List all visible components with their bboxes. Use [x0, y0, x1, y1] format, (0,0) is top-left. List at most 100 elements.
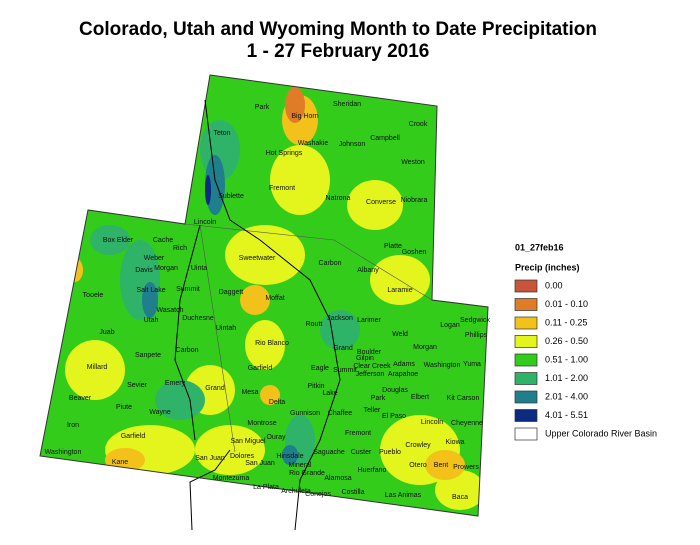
legend-swatch: [514, 409, 538, 422]
county-label: Duchesne: [182, 315, 214, 322]
legend-swatch: [514, 335, 538, 348]
county-label: Gilpin: [356, 355, 374, 362]
county-label: Park: [371, 395, 386, 402]
county-label: Gunnison: [290, 410, 320, 417]
county-label: Huerfano: [358, 467, 387, 474]
county-label: Prowers: [453, 464, 479, 471]
county-label: Routt: [306, 321, 323, 328]
county-label: Costilla: [342, 489, 365, 496]
county-label: Teton: [213, 130, 230, 137]
legend-label: 0.00: [545, 280, 563, 290]
county-label: Teller: [364, 407, 381, 414]
county-label: Logan: [440, 322, 460, 329]
county-label: Chaffee: [328, 410, 352, 417]
county-label: Weston: [401, 159, 425, 166]
legend-label: 0.01 - 0.10: [545, 299, 588, 309]
county-label: Box Elder: [103, 237, 134, 244]
county-label: Summit: [333, 367, 357, 374]
county-label: Davis: [135, 267, 153, 274]
county-label: Mesa: [241, 389, 258, 396]
county-label: La Plata: [253, 484, 279, 491]
county-label: San Miguel: [230, 438, 265, 445]
county-label: Rio Grande: [289, 470, 325, 477]
county-label: Larimer: [357, 317, 381, 324]
county-label: Niobrara: [401, 197, 428, 204]
county-label: Montrose: [247, 420, 276, 427]
legend-label: Upper Colorado River Basin: [545, 428, 657, 438]
county-label: Juab: [99, 329, 114, 336]
legend-swatch: [514, 316, 538, 330]
county-label: Grand: [205, 385, 225, 392]
county-label: Sedgwick: [460, 317, 490, 324]
county-label: Sanpete: [135, 352, 161, 359]
county-label: Iron: [67, 422, 79, 429]
county-label: San Juan: [245, 460, 275, 467]
county-label: Saguache: [313, 449, 345, 456]
county-label: Alamosa: [324, 475, 351, 482]
county-label: Eagle: [311, 365, 329, 372]
county-label: Beaver: [69, 395, 92, 402]
county-label: Sheridan: [333, 101, 361, 108]
county-label: Lake: [322, 390, 337, 397]
legend-swatch: [514, 298, 538, 311]
county-label: Salt Lake: [136, 287, 165, 294]
county-label: Johnson: [339, 141, 366, 148]
legend-swatch: [514, 390, 538, 404]
legend-swatch: [514, 427, 538, 441]
county-label: Mineral: [289, 462, 312, 469]
county-label: Boulder: [357, 349, 382, 356]
county-label: Douglas: [382, 387, 408, 394]
county-label: Wasatch: [157, 307, 184, 314]
title: Colorado, Utah and Wyoming Month to Date…: [79, 19, 597, 40]
county-label: Kit Carson: [447, 395, 480, 402]
county-label: Rich: [173, 245, 187, 252]
county-label: Jackson: [327, 315, 353, 322]
legend-swatch: [514, 372, 538, 385]
county-label: Adams: [393, 361, 415, 368]
county-label: Weber: [144, 255, 165, 262]
county-label: Fremont: [345, 430, 371, 437]
county-label: Daggett: [219, 289, 244, 296]
county-label: Carbon: [319, 260, 342, 267]
county-label: Conejos: [305, 491, 331, 498]
legend-swatch: [514, 279, 538, 293]
county-label: Fremont: [269, 185, 295, 192]
legend-subtitle: Precip (inches): [515, 262, 580, 272]
county-label: Wayne: [149, 409, 171, 416]
county-label: Millard: [87, 364, 108, 371]
county-label: Garfield: [248, 365, 273, 372]
county-label: Converse: [366, 199, 396, 206]
county-label: Lincoln: [194, 219, 216, 226]
county-label: Weld: [392, 331, 408, 338]
subtitle: 1 - 27 February 2016: [247, 41, 430, 62]
county-label: Carbon: [176, 347, 199, 354]
county-label: Hot Springs: [266, 150, 303, 157]
county-label: Park: [255, 104, 270, 111]
county-label: Sevier: [127, 382, 148, 389]
county-label: Goshen: [402, 249, 427, 256]
county-label: Yuma: [463, 361, 481, 368]
county-label: Morgan: [154, 265, 178, 272]
county-label: El Paso: [382, 413, 406, 420]
county-label: Laramie: [387, 287, 412, 294]
county-label: Bent: [434, 462, 448, 469]
county-label: Pueblo: [379, 449, 401, 456]
county-label: Platte: [384, 243, 402, 250]
county-label: Lincoln: [421, 419, 443, 426]
county-label: Albany: [357, 267, 379, 274]
county-label: Delta: [269, 399, 285, 406]
county-label: Crook: [409, 121, 428, 128]
county-label: Uintah: [216, 325, 236, 332]
county-label: Kiowa: [445, 439, 464, 446]
county-label: Moffat: [265, 295, 284, 302]
county-label: Otero: [409, 462, 427, 469]
county-label: Washakie: [298, 140, 329, 147]
county-label: Rio Blanco: [255, 340, 289, 347]
county-label: Garfield: [121, 433, 146, 440]
legend-label: 0.11 - 0.25: [545, 317, 587, 327]
county-label: Washington: [45, 449, 82, 456]
county-label: Washington: [424, 362, 461, 369]
county-label: Elbert: [411, 394, 429, 401]
